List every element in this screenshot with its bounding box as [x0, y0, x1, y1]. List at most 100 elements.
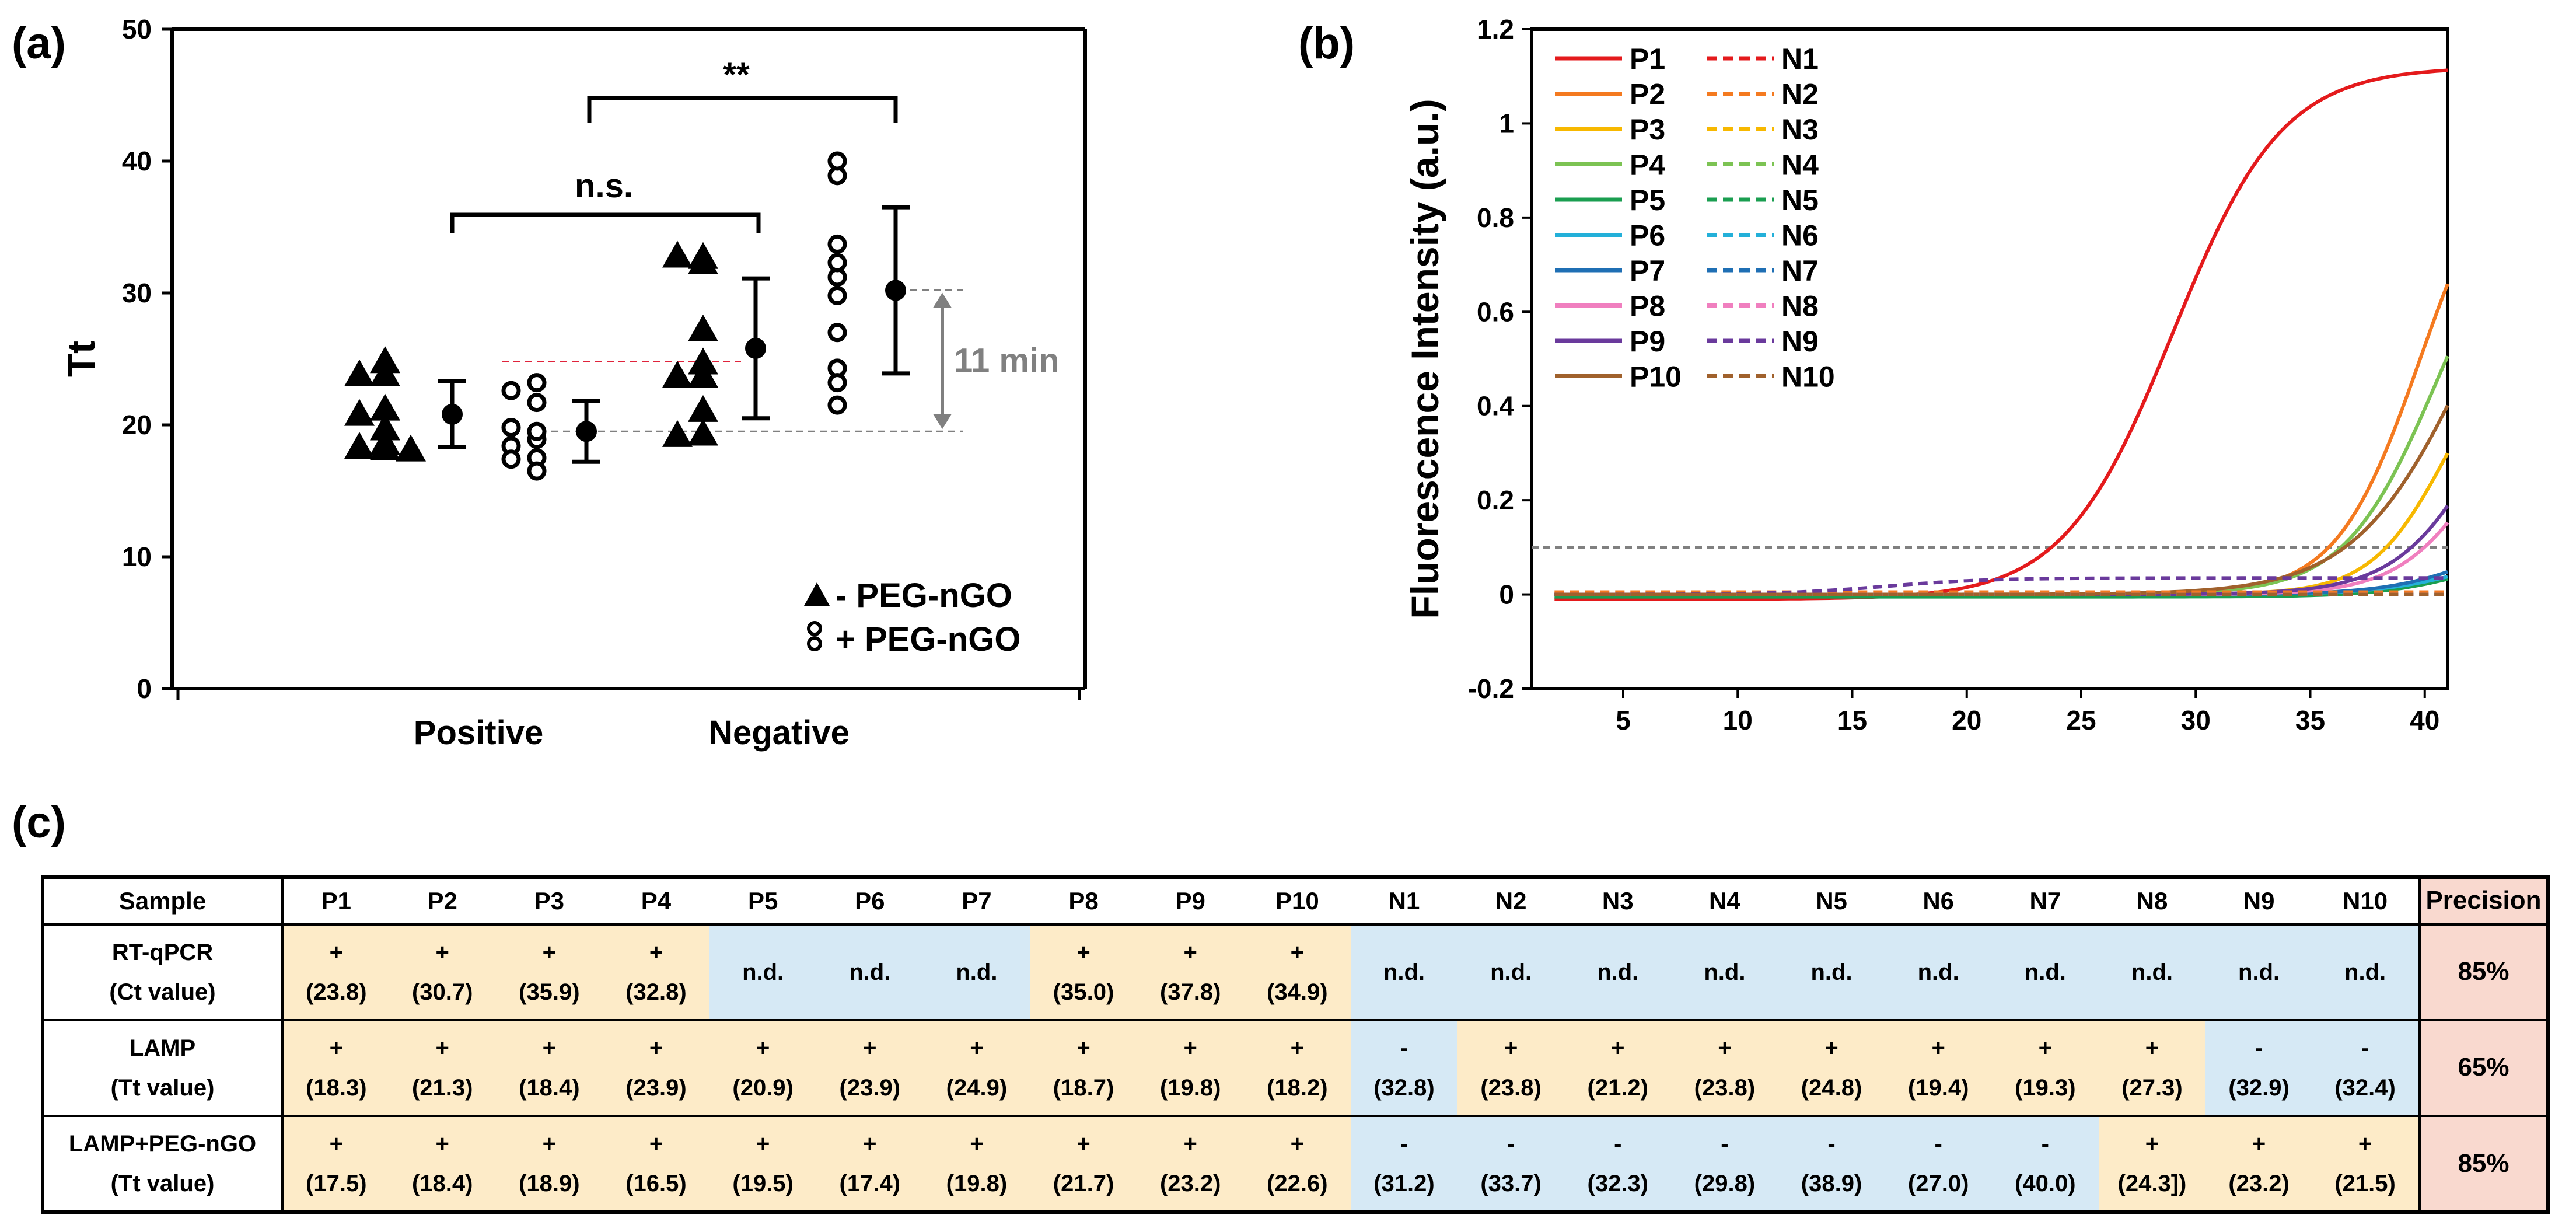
legend-label-n10: N10	[1781, 361, 1835, 393]
result-sign: n.d.	[849, 959, 891, 985]
result-cell: + (19.4)	[1885, 1020, 1992, 1116]
x-tick-label: 35	[2295, 705, 2325, 735]
method-name: LAMP+PEG-nGO	[68, 1130, 257, 1157]
table-header-row: Sample P1 P2 P3 P4 P5 P6 P7 P8 P9 P10 N1 N2 N3 N4 N5 N6 N…	[43, 877, 2548, 926]
result-value: (24.3])	[2117, 1170, 2187, 1196]
open-circle-point	[527, 373, 547, 393]
open-circle-point	[827, 253, 847, 273]
precision-cell: 85%	[2418, 924, 2548, 1020]
y-tick-label: 20	[122, 410, 152, 440]
result-cell: + (21.3)	[389, 1020, 496, 1116]
result-cell: n.d.	[2312, 924, 2420, 1020]
result-cell: + (23.8)	[1457, 1020, 1565, 1116]
result-sign: -	[1507, 1130, 1515, 1157]
result-sign: -	[1400, 1035, 1408, 1061]
header-p9: P9	[1137, 877, 1244, 926]
header-p4: P4	[602, 877, 710, 926]
result-sign: +	[649, 1035, 663, 1061]
y-tick-label: -0.2	[1468, 673, 1514, 704]
open-circle-point	[501, 449, 521, 469]
result-sign: +	[1718, 1035, 1732, 1061]
result-value: (21.7)	[1053, 1170, 1114, 1196]
result-value: (27.0)	[1907, 1170, 1969, 1196]
curve-p1	[1554, 68, 2448, 601]
open-circle-point	[527, 421, 547, 441]
mean-point	[745, 337, 766, 359]
result-cell: + (23.9)	[602, 1020, 710, 1116]
result-cell: + (27.3)	[2098, 1020, 2206, 1116]
curve-p10	[1554, 404, 2449, 596]
legend-label-n2: N2	[1781, 78, 1819, 111]
open-circle-point	[827, 234, 847, 254]
table-row: RT-qPCR (Ct value) + (23.8) + (30.7) + (35.9) + (…	[43, 924, 2548, 1020]
result-cell: n.d.	[1778, 924, 1885, 1020]
result-value: (19.3)	[2015, 1074, 2076, 1101]
triangle-point	[344, 432, 375, 459]
result-value: (35.0)	[1053, 979, 1114, 1005]
x-tick-label: 30	[2181, 705, 2211, 735]
result-sign: +	[1076, 1035, 1090, 1061]
result-sign: +	[435, 939, 449, 965]
result-sign: +	[1183, 1130, 1197, 1157]
legend-label-p10: P10	[1630, 361, 1682, 393]
result-cell: - (32.3)	[1564, 1115, 1672, 1212]
result-sign: +	[1824, 1035, 1838, 1061]
open-circle-point	[501, 381, 521, 400]
result-sign: -	[2255, 1035, 2263, 1061]
label-sig: **	[723, 56, 750, 94]
curve-n9	[1554, 576, 2448, 596]
header-p6: P6	[816, 877, 924, 926]
triangle-point	[370, 346, 400, 374]
result-sign: +	[1290, 1130, 1305, 1157]
curve-p3	[1554, 452, 2449, 596]
result-value: (23.8)	[1480, 1074, 1542, 1101]
result-value: (27.3)	[2121, 1074, 2183, 1101]
legend-label-p2: P2	[1630, 78, 1665, 111]
result-sign: +	[435, 1130, 449, 1157]
result-value: (34.9)	[1267, 979, 1328, 1005]
result-value: (21.2)	[1587, 1074, 1649, 1101]
result-sign: +	[1611, 1035, 1625, 1061]
gap-arrow-head-up	[933, 292, 952, 308]
method-metric: (Tt value)	[110, 1074, 215, 1101]
result-sign: n.d.	[2131, 959, 2173, 985]
result-sign: +	[970, 1130, 984, 1157]
result-cell: + (23.2)	[1137, 1115, 1244, 1212]
result-cell: + (30.7)	[389, 924, 496, 1020]
x-tick-label: 25	[2066, 705, 2096, 735]
header-n1: N1	[1350, 877, 1458, 926]
open-circle-point	[501, 418, 521, 438]
result-value: (32.3)	[1587, 1170, 1649, 1196]
header-p8: P8	[1030, 877, 1137, 926]
result-value: (18.7)	[1053, 1074, 1114, 1101]
result-sign: +	[329, 1130, 343, 1157]
result-cell: + (35.0)	[1030, 924, 1137, 1020]
result-cell: + (18.9)	[495, 1115, 603, 1212]
y-axis-title: Fluorescence Intensity (a.u.)	[1403, 99, 1446, 619]
result-cell: + (19.8)	[923, 1115, 1030, 1212]
result-cell: - (32.4)	[2312, 1020, 2420, 1116]
bracket-ns	[450, 212, 761, 233]
result-value: (19.8)	[946, 1170, 1008, 1196]
legend-label-p4: P4	[1630, 149, 1665, 182]
legend-label-n9: N9	[1781, 325, 1819, 358]
header-n8: N8	[2098, 877, 2206, 926]
result-value: (22.6)	[1267, 1170, 1328, 1196]
result-value: (20.9)	[732, 1074, 794, 1101]
result-cell: n.d.	[923, 924, 1030, 1020]
result-sign: +	[2038, 1035, 2052, 1061]
x-tick-label: 5	[1616, 705, 1631, 735]
result-cell: + (18.2)	[1243, 1020, 1351, 1116]
result-value: (23.2)	[2228, 1170, 2290, 1196]
result-sign: -	[1721, 1130, 1729, 1157]
result-cell: - (40.0)	[1991, 1115, 2099, 1212]
legend-label-n7: N7	[1781, 254, 1819, 287]
x-tick-label: 15	[1837, 705, 1867, 735]
x-tick-label: 10	[1723, 705, 1753, 735]
mean-point	[442, 403, 463, 425]
chart-a: 0 10 20 30 40 50 Tt Positive Negative 11 min n.s. *…	[60, 14, 1087, 752]
result-cell: + (37.8)	[1137, 924, 1244, 1020]
result-sign: -	[2361, 1035, 2369, 1061]
result-cell: n.d.	[1991, 924, 2099, 1020]
result-cell: + (23.8)	[1671, 1020, 1778, 1116]
